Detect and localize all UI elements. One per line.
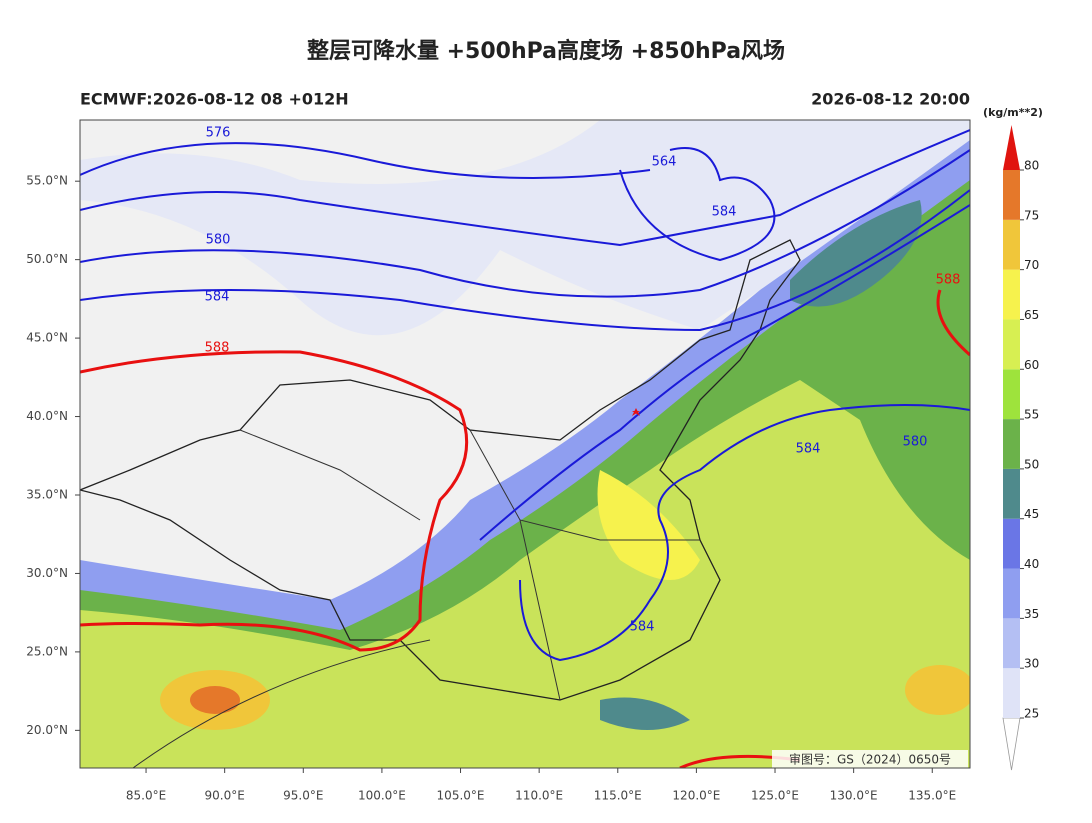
colorbar-label: 30 — [1024, 657, 1039, 671]
colorbar-band — [1003, 568, 1020, 619]
colorbar-label: 25 — [1024, 707, 1039, 721]
moisture-yellowgreen — [80, 380, 970, 768]
colorbar-label: 75 — [1024, 208, 1039, 222]
lat-tick-label: 40.0°N — [26, 409, 68, 423]
colorbar-label: 55 — [1024, 408, 1039, 422]
contour-label: 588 — [205, 341, 230, 356]
moisture-teal — [790, 200, 922, 307]
watermark: 审图号：GS（2024）0650号 — [789, 752, 951, 767]
lon-tick-label: 100.0°E — [358, 789, 406, 803]
colorbar-label: 60 — [1024, 358, 1039, 372]
title: 整层可降水量 +500hPa高度场 +850hPa风场 — [307, 38, 785, 64]
colorbar-label: 45 — [1024, 507, 1039, 521]
lat-tick-label: 45.0°N — [26, 331, 68, 345]
colorbar-band — [1003, 269, 1020, 320]
colorbar-unit: (kg/m**2) — [983, 106, 1043, 119]
colorbar-band — [1003, 518, 1020, 569]
boundary — [80, 239, 801, 701]
moisture-orange — [905, 665, 970, 715]
colorbar-under — [1002, 717, 1021, 771]
colorbar-band — [1003, 219, 1020, 270]
lat-tick-label: 20.0°N — [26, 723, 68, 737]
colorbar: 25 30 35 40 45 50 55 60 65 70 75 80 — [1003, 125, 1039, 721]
height-contour — [80, 129, 970, 662]
colorbar-label: 65 — [1024, 308, 1039, 322]
province-boundary — [132, 429, 700, 768]
lat-tick-label: 35.0°N — [26, 487, 68, 501]
lon-tick-label: 130.0°E — [830, 789, 878, 803]
colorbar-label: 50 — [1024, 457, 1039, 471]
colorbar-label: 80 — [1024, 159, 1039, 173]
contour-label: 584 — [712, 205, 737, 220]
moisture-light — [80, 120, 970, 336]
colorbar-band — [1003, 369, 1020, 420]
colorbar-band — [1003, 319, 1020, 370]
colorbar-band — [1003, 618, 1020, 669]
colorbar-over — [1003, 125, 1020, 170]
colorbar-label: 70 — [1024, 258, 1039, 272]
colorbar-band — [1003, 170, 1020, 220]
lon-tick-label: 120.0°E — [672, 789, 720, 803]
lon-tick-label: 105.0°E — [437, 789, 485, 803]
lon-tick-label: 110.0°E — [515, 789, 563, 803]
contour-label: 588 — [936, 273, 961, 288]
lon-tick-label: 85.0°E — [126, 789, 166, 803]
lon-tick-label: 135.0°E — [908, 789, 956, 803]
colorbar-band — [1003, 668, 1020, 718]
watermark-box — [772, 750, 968, 768]
model-run: ECMWF:2026-08-12 08 +012H — [80, 90, 349, 109]
colorbar-label: 35 — [1024, 607, 1039, 621]
lon-tick-label: 95.0°E — [283, 789, 323, 803]
contour-label: 564 — [652, 155, 677, 170]
contour-label: 584 — [796, 442, 821, 457]
contour-label: 584 — [205, 290, 230, 305]
lat-tick-label: 50.0°N — [26, 252, 68, 266]
contour-label: 576 — [206, 126, 231, 141]
lon-tick-label: 125.0°E — [751, 789, 799, 803]
valid-time: 2026-08-12 20:00 — [811, 90, 970, 109]
contour-label: 580 — [903, 435, 928, 450]
lat-tick-label: 30.0°N — [26, 566, 68, 580]
map-area: 审图号：GS（2024）0650号 — [80, 120, 970, 768]
lon-tick-label: 90.0°E — [205, 789, 245, 803]
contour-label: 584 — [630, 620, 655, 635]
beijing-star — [632, 408, 640, 416]
moisture-yellow — [597, 470, 700, 580]
lon-tick-label: 115.0°E — [594, 789, 642, 803]
colorbar-band — [1003, 468, 1020, 519]
moisture-teal — [600, 697, 690, 730]
lat-tick-label: 55.0°N — [26, 174, 68, 188]
lat-tick-label: 25.0°N — [26, 644, 68, 658]
moisture-core — [190, 686, 240, 714]
colorbar-label: 40 — [1024, 557, 1039, 571]
contour-label: 580 — [206, 233, 231, 248]
map-frame — [79, 119, 971, 769]
colorbar-band — [1003, 419, 1020, 469]
